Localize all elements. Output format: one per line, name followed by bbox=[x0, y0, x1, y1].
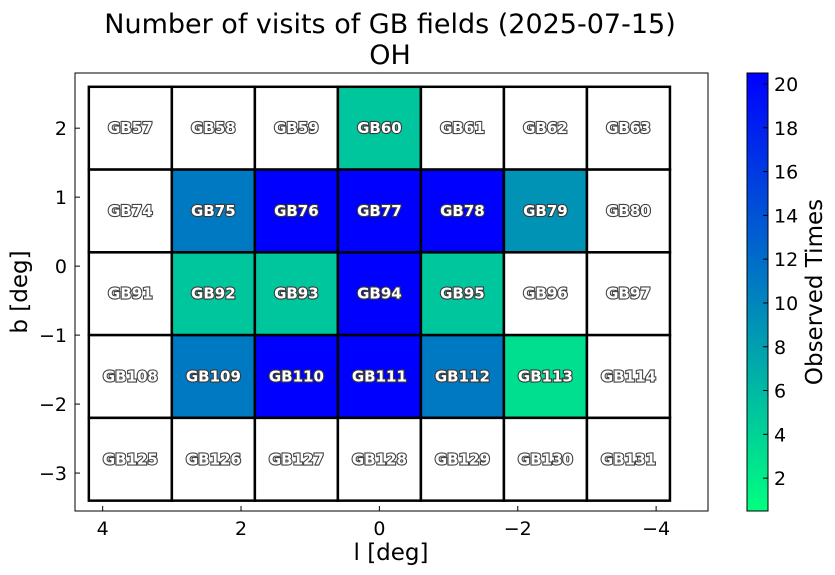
heatmap-cell-gb80 bbox=[585, 168, 672, 254]
field-label-gb58: GB58 bbox=[191, 119, 236, 137]
y-axis: 2 1 0 −1 −2 −3 bbox=[39, 118, 80, 485]
heatmap-cell-gb95 bbox=[419, 251, 506, 337]
field-label-gb125: GB125 bbox=[103, 450, 158, 468]
heatmap-cell-gb62 bbox=[502, 85, 589, 171]
field-label-gb131: GB131 bbox=[601, 450, 656, 468]
x-axis: 4 2 0 −2 −4 bbox=[97, 506, 670, 540]
field-label-gb57: GB57 bbox=[108, 119, 153, 137]
field-label-gb108: GB108 bbox=[103, 367, 158, 385]
colorbar bbox=[746, 72, 769, 512]
heatmap-cell-gb58 bbox=[170, 85, 257, 171]
field-label-gb80: GB80 bbox=[606, 202, 651, 220]
y-tick-label: 1 bbox=[55, 187, 67, 209]
heatmap-cell-gb130 bbox=[502, 416, 589, 502]
heatmap-cell-gb108 bbox=[87, 333, 174, 420]
field-label-gb94: GB94 bbox=[357, 285, 402, 303]
plot-area-frame bbox=[74, 72, 709, 512]
heatmap-cell-gb76 bbox=[253, 168, 340, 254]
field-label-gb62: GB62 bbox=[523, 119, 568, 137]
colorbar-tick-label: 12 bbox=[774, 249, 798, 271]
field-label-gb128: GB128 bbox=[352, 450, 407, 468]
heatmap-cell-gb131 bbox=[585, 416, 672, 502]
colorbar-tick-label: 10 bbox=[774, 293, 798, 315]
x-tick-label: −4 bbox=[642, 518, 670, 540]
colorbar-tick-label: 18 bbox=[774, 118, 798, 140]
heatmap-cell-gb57 bbox=[87, 85, 174, 171]
y-tick-label: −1 bbox=[39, 325, 67, 347]
colorbar-tick-label: 8 bbox=[774, 337, 786, 359]
field-labels: GB57 GB58 GB59 GB60 GB61 GB62 GB63 GB74 GB75 GB76… bbox=[102, 118, 657, 469]
field-label-gb110: GB110 bbox=[269, 367, 324, 385]
heatmap-cell-gb109 bbox=[170, 333, 257, 420]
field-label-gb109: GB109 bbox=[186, 367, 241, 385]
field-label-gb63: GB63 bbox=[606, 119, 651, 137]
x-tick-label: 0 bbox=[373, 518, 385, 540]
colorbar-tick-label: 2 bbox=[774, 468, 786, 490]
field-label-gb78: GB78 bbox=[440, 202, 485, 220]
field-label-gb74: GB74 bbox=[108, 202, 153, 220]
y-axis-label: b [deg] bbox=[7, 250, 33, 333]
y-tick-label: −3 bbox=[39, 463, 67, 485]
field-label-gb91: GB91 bbox=[108, 285, 153, 303]
field-label-gb96: GB96 bbox=[523, 285, 568, 303]
field-label-gb61: GB61 bbox=[440, 119, 485, 137]
heatmap-cell-gb96 bbox=[502, 251, 589, 337]
field-label-gb127: GB127 bbox=[269, 450, 324, 468]
field-label-gb129: GB129 bbox=[435, 450, 490, 468]
colorbar-tick-label: 6 bbox=[774, 381, 786, 403]
field-label-gb113: GB113 bbox=[518, 367, 573, 385]
field-label-gb76: GB76 bbox=[274, 202, 319, 220]
field-label-gb60: GB60 bbox=[357, 119, 402, 137]
chart-title: Number of visits of GB fields (2025-07-1… bbox=[104, 9, 675, 40]
field-label-gb126: GB126 bbox=[186, 450, 241, 468]
colorbar-tick-label: 20 bbox=[774, 74, 798, 96]
heatmap-cell-gb74 bbox=[87, 168, 174, 254]
field-label-gb59: GB59 bbox=[274, 119, 319, 137]
field-label-gb95: GB95 bbox=[440, 285, 485, 303]
heatmap-cell-gb125 bbox=[87, 416, 174, 502]
chart-subtitle: OH bbox=[369, 40, 411, 71]
field-label-gb79: GB79 bbox=[523, 202, 568, 220]
x-axis-label: l [deg] bbox=[354, 540, 429, 566]
heatmap-cell-gb92 bbox=[170, 251, 257, 337]
x-tick-label: −2 bbox=[504, 518, 532, 540]
heatmap-cell-gb93 bbox=[253, 251, 340, 337]
colorbar-tick-label: 16 bbox=[774, 162, 798, 184]
field-label-gb92: GB92 bbox=[191, 285, 236, 303]
field-label-gb130: GB130 bbox=[518, 450, 573, 468]
heatmap-cell-gb127 bbox=[253, 416, 340, 502]
y-tick-label: 2 bbox=[55, 118, 67, 140]
field-label-gb97: GB97 bbox=[606, 285, 651, 303]
y-tick-label: −2 bbox=[39, 394, 67, 416]
y-tick-label: 0 bbox=[55, 256, 67, 278]
field-label-gb77: GB77 bbox=[357, 202, 402, 220]
field-label-gb93: GB93 bbox=[274, 285, 319, 303]
heatmap-cell-gb97 bbox=[585, 251, 672, 337]
colorbar-tick-label: 4 bbox=[774, 424, 786, 446]
field-label-gb112: GB112 bbox=[435, 367, 490, 385]
colorbar-label: Observed Times bbox=[802, 199, 828, 385]
field-label-gb111: GB111 bbox=[352, 367, 407, 385]
colorbar-tick-label: 14 bbox=[774, 205, 798, 227]
x-tick-label: 4 bbox=[97, 518, 109, 540]
heatmap-cells bbox=[87, 85, 672, 502]
colorbar-ticks: 2 4 6 8 10 12 14 16 18 20 bbox=[763, 74, 798, 490]
heatmap-cell-gb113 bbox=[502, 333, 589, 420]
heatmap-cell-gb78 bbox=[419, 168, 506, 254]
x-tick-label: 2 bbox=[235, 518, 247, 540]
field-label-gb75: GB75 bbox=[191, 202, 236, 220]
field-label-gb114: GB114 bbox=[601, 367, 656, 385]
